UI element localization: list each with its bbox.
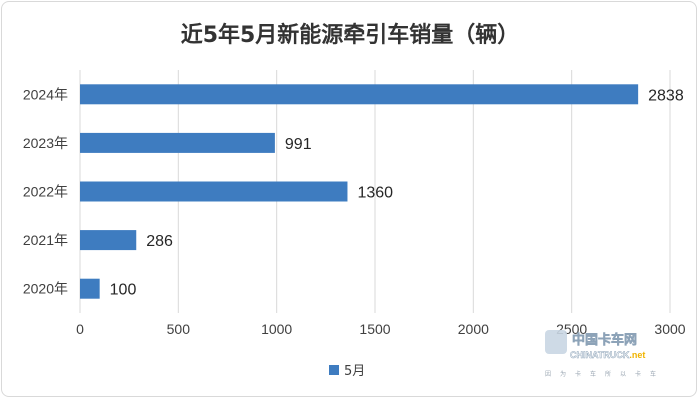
legend: 5月 [329,364,365,379]
legend-label: 5月 [344,364,365,379]
watermark-name-cn: 中国卡车网 [572,332,637,348]
category-label: 2020年 [23,281,68,297]
data-label: 2838 [648,87,684,104]
watermark-name-en: CHINATRUCK.net [570,350,645,360]
data-label: 286 [146,233,173,250]
x-tick-labels: 0 500 1000 1500 2000 2500 3000 [76,321,686,337]
watermark-tagline: 因为卡车所以卡车 [545,370,665,378]
category-label: 2024年 [23,86,68,102]
category-labels: 2024年 2023年 2022年 2021年 2020年 [23,86,68,296]
chart-title: 近5年5月新能源牵引车销量（辆） [181,22,520,48]
category-label: 2022年 [23,184,68,200]
legend-swatch [329,365,339,375]
data-labels: 2838 991 1360 286 100 [110,87,684,298]
category-label: 2023年 [23,135,68,151]
watermark-domain: .net [629,350,645,360]
x-tick-label: 0 [76,321,84,337]
category-label: 2021年 [23,232,68,248]
data-label: 1360 [357,185,393,202]
bar [80,132,275,153]
gridlines [79,70,671,313]
x-tick-label: 500 [167,321,191,337]
x-tick-label: 3000 [654,321,685,337]
bar [80,84,639,105]
data-label: 100 [110,282,137,299]
watermark-logo: 中国卡车网 CHINATRUCK.net 因为卡车所以卡车 [545,330,665,378]
bars [80,84,639,299]
truck-icon [545,330,567,354]
data-label: 991 [285,136,312,153]
watermark-name-en-main: CHINATRUCK [570,350,630,360]
x-tick-label: 2000 [458,321,489,337]
bar [80,278,100,299]
bar [80,181,348,202]
x-tick-label: 1000 [261,321,292,337]
x-tick-label: 1500 [359,321,390,337]
bar [80,230,137,251]
